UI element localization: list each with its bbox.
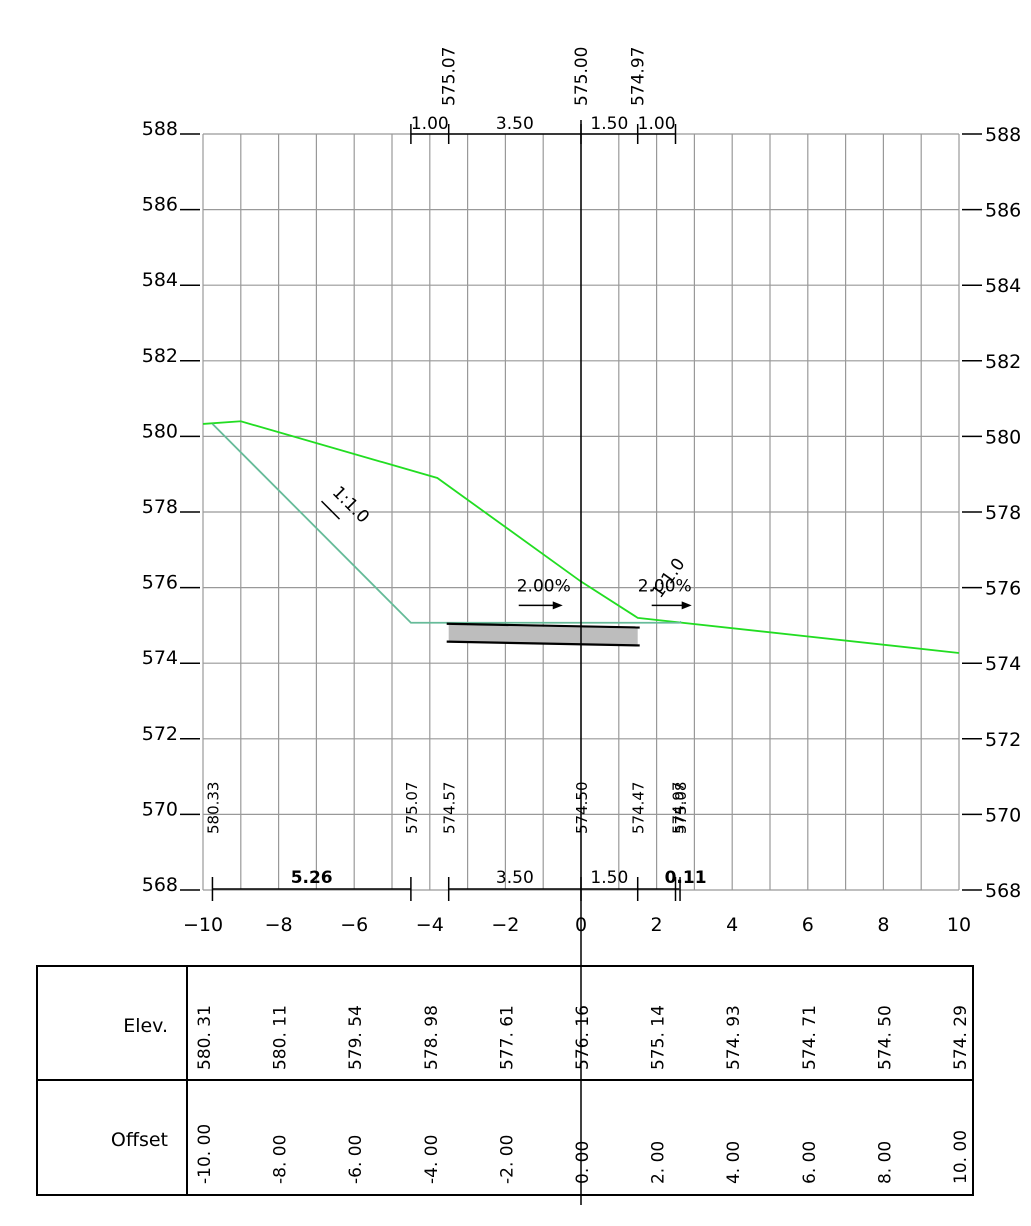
y-tick-label-left: 578 xyxy=(142,496,178,518)
axes-group: 588 588 586 586 584 584 582 582 580 580 578 578 576 5… xyxy=(142,118,1021,1205)
x-tick-label: 4 xyxy=(726,914,738,936)
bottom-elevation-label: 575.07 xyxy=(403,782,421,835)
series-line xyxy=(202,420,960,654)
table-cell: -2. 00 xyxy=(497,1135,517,1184)
y-tick-label-right: 582 xyxy=(985,351,1021,373)
y-tick-label-left: 570 xyxy=(142,798,178,820)
y-tick-label-right: 580 xyxy=(985,426,1021,448)
bottom-dim-label: 3.50 xyxy=(496,868,534,888)
bottom-dim-label: 5.26 xyxy=(291,868,333,888)
y-tick-label-right: 586 xyxy=(985,200,1021,222)
x-tick-label: −2 xyxy=(491,914,519,936)
top-dim-label: 1.00 xyxy=(411,114,449,134)
table-cell: 0. 00 xyxy=(573,1141,593,1184)
table-cell: -4. 00 xyxy=(422,1135,442,1184)
y-tick-label-left: 568 xyxy=(142,874,178,896)
bottom-dim-label: 0.11 xyxy=(665,868,707,888)
table-cell: 6. 00 xyxy=(800,1141,820,1184)
slope-label: 1:1.0 xyxy=(328,482,373,527)
table-cell: 574. 93 xyxy=(724,1005,744,1070)
top-dim-label: 1.50 xyxy=(590,114,628,134)
x-tick-label: 10 xyxy=(947,914,971,936)
series-group xyxy=(202,420,960,654)
y-tick-label-left: 586 xyxy=(142,194,178,216)
x-tick-label: −4 xyxy=(416,914,444,936)
table-cell: 8. 00 xyxy=(875,1141,895,1184)
cross-slope-label: 2.00% xyxy=(517,576,571,596)
table-row-label: Elev. xyxy=(123,1015,168,1037)
table-cell: 580. 31 xyxy=(195,1005,215,1070)
table-cell: -10. 00 xyxy=(195,1124,215,1184)
table-cell: 574. 29 xyxy=(951,1005,971,1070)
arrow-head xyxy=(681,601,692,610)
top-elevation-label: 575.00 xyxy=(572,47,592,106)
table-cell: 575. 14 xyxy=(649,1005,669,1070)
data-table: Elev. 580. 31 580. 11 579. 54 578. 98 577. 61… xyxy=(36,965,974,1196)
y-tick-label-left: 576 xyxy=(142,572,178,594)
table-cell: 577. 61 xyxy=(497,1005,517,1070)
y-tick-label-right: 588 xyxy=(985,124,1021,146)
bottom-elevation-label: 575.08 xyxy=(672,782,690,835)
pavement-fill xyxy=(448,624,638,646)
pavement-bottom xyxy=(446,640,640,647)
y-tick-label-left: 582 xyxy=(142,345,178,367)
table-cell: 576. 16 xyxy=(573,1005,593,1070)
y-tick-label-left: 588 xyxy=(142,118,178,140)
top-dim-label: 1.00 xyxy=(638,114,676,134)
table-cell: 10. 00 xyxy=(951,1130,971,1184)
arrow-head xyxy=(552,601,563,610)
x-tick-label: 2 xyxy=(651,914,663,936)
y-tick-label-left: 572 xyxy=(142,723,178,745)
y-tick-label-right: 570 xyxy=(985,804,1021,826)
y-tick-label-right: 574 xyxy=(985,653,1021,675)
x-tick-label: −10 xyxy=(183,914,223,936)
slope-arrow xyxy=(320,500,341,520)
y-tick-label-left: 580 xyxy=(142,420,178,442)
table-cell: -6. 00 xyxy=(346,1135,366,1184)
y-tick-label-right: 578 xyxy=(985,502,1021,524)
y-tick-label-right: 576 xyxy=(985,578,1021,600)
table-cell: 2. 00 xyxy=(649,1141,669,1184)
table-row-label: Offset xyxy=(111,1129,168,1151)
table-cell: 578. 98 xyxy=(422,1005,442,1070)
pavement-top xyxy=(446,622,640,629)
table-cell: 579. 54 xyxy=(346,1005,366,1070)
x-tick-label: −6 xyxy=(340,914,368,936)
cross-slope-label: 2.00% xyxy=(638,576,692,596)
table-cell: 4. 00 xyxy=(724,1141,744,1184)
top-dim-label: 3.50 xyxy=(496,114,534,134)
y-tick-label-right: 584 xyxy=(985,275,1021,297)
bottom-dim-label: 1.50 xyxy=(590,868,628,888)
bottom-elevation-label: 574.97 xyxy=(669,782,687,835)
y-tick-label-right: 568 xyxy=(985,880,1021,902)
bottom-elevation-label: 574.57 xyxy=(441,782,459,835)
y-tick-label-right: 572 xyxy=(985,729,1021,751)
top-elevation-label: 575.07 xyxy=(440,47,460,106)
x-tick-label: 8 xyxy=(877,914,889,936)
table-cell: 574. 50 xyxy=(875,1005,895,1070)
table-cell: 580. 11 xyxy=(271,1005,291,1070)
x-tick-label: 6 xyxy=(802,914,814,936)
table-cell: -8. 00 xyxy=(271,1135,291,1184)
top-elevation-label: 574.97 xyxy=(629,47,649,106)
y-tick-label-left: 574 xyxy=(142,647,178,669)
bottom-elevation-label: 580.33 xyxy=(204,782,222,835)
x-tick-label: −8 xyxy=(265,914,293,936)
bottom-elevation-label: 574.50 xyxy=(573,782,591,835)
table-cell: 574. 71 xyxy=(800,1005,820,1070)
series-line xyxy=(211,423,682,624)
bottom-elevation-label: 574.47 xyxy=(630,782,648,835)
y-tick-label-left: 584 xyxy=(142,269,178,291)
